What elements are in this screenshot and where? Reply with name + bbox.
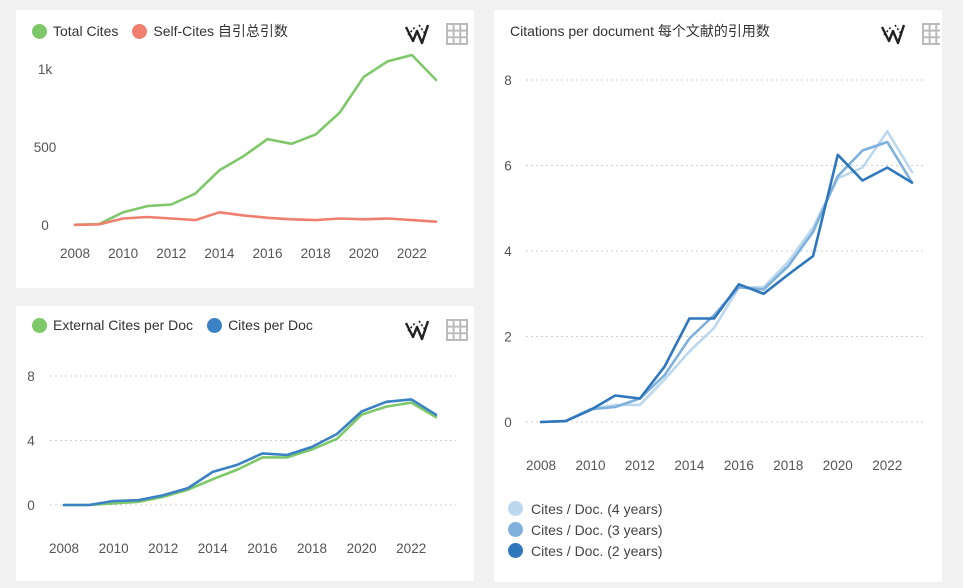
y-tick-label: 2 — [504, 330, 512, 345]
legend-label: Cites per Doc — [228, 317, 313, 333]
table-grid-icon[interactable] — [920, 21, 940, 47]
legend-item-self-cites[interactable]: Self-Cites 自引总引数 — [132, 21, 288, 41]
legend-dot — [32, 317, 47, 333]
table-grid-icon[interactable] — [444, 21, 470, 47]
x-tick-label: 2014 — [674, 458, 705, 473]
y-tick-label: 0 — [41, 218, 49, 233]
series-line-external-cites-per-doc — [62, 401, 438, 507]
legend-dot — [207, 317, 223, 333]
y-tick-label: 4 — [27, 434, 35, 449]
total-cites-panel: Total Cites Self-Cites 自引总引数 0 500 1k 2008 2… — [16, 10, 474, 288]
legend-dot — [508, 501, 523, 516]
legend-label: Cites / Doc. (2 years) — [531, 542, 663, 559]
total-cites-chart: 0 500 1k 2008 2010 2012 2014 2016 2018 2020 2022 — [34, 53, 438, 261]
y-tick-label: 1k — [38, 62, 53, 77]
cites-per-doc-panel: External Cites per Doc Cites per Doc 0 4 8… — [16, 306, 474, 581]
x-tick-label: 2008 — [60, 246, 90, 261]
legend-label: Self-Cites 自引总引数 — [153, 23, 288, 39]
x-tick-label: 2018 — [301, 246, 331, 261]
x-tick-label: 2010 — [575, 458, 605, 473]
table-grid-icon[interactable] — [444, 317, 470, 343]
y-tick-label: 8 — [504, 73, 512, 88]
y-tick-label: 6 — [504, 159, 512, 174]
x-tick-label: 2022 — [396, 541, 426, 556]
sparkline-icon[interactable] — [880, 21, 906, 47]
x-tick-label: 2020 — [347, 541, 377, 556]
legend-dot — [508, 522, 523, 537]
x-tick-label: 2016 — [724, 458, 754, 473]
y-tick-label: 8 — [27, 369, 35, 384]
legend: Cites / Doc. (4 years) Cites / Doc. (3 y… — [508, 498, 662, 561]
x-tick-label: 2018 — [297, 541, 327, 556]
legend-dot — [132, 23, 148, 39]
legend-dot — [32, 23, 47, 39]
legend-item-3-years[interactable]: Cites / Doc. (3 years) — [508, 519, 662, 540]
legend-item-4-years[interactable]: Cites / Doc. (4 years) — [508, 498, 662, 519]
series-line-total-cites — [73, 53, 438, 227]
y-tick-label: 4 — [504, 244, 512, 259]
cites-per-doc-chart: 0 4 8 2008 2010 2012 2014 2016 2018 2020 2022 — [27, 369, 456, 556]
legend-label: External Cites per Doc — [53, 317, 194, 333]
x-tick-label: 2008 — [526, 458, 556, 473]
citations-per-document-chart: 0 2 4 6 8 2008 2010 2012 2014 2016 2018 2020 2022 — [504, 73, 924, 473]
x-tick-label: 2012 — [148, 541, 178, 556]
legend-label: Total Cites — [53, 23, 119, 39]
legend-label: Cites / Doc. (3 years) — [531, 521, 663, 538]
x-tick-label: 2010 — [99, 541, 129, 556]
y-tick-label: 0 — [504, 415, 512, 430]
y-tick-label: 500 — [34, 140, 57, 155]
legend: External Cites per Doc Cites per Doc — [32, 317, 327, 333]
series-line-cites-doc-3-years — [539, 140, 914, 424]
series-line-cites-doc-2-years — [539, 153, 914, 424]
x-tick-label: 2022 — [397, 246, 427, 261]
x-tick-label: 2010 — [108, 246, 138, 261]
x-tick-label: 2012 — [156, 246, 186, 261]
series-line-cites-per-doc — [62, 398, 438, 507]
x-tick-label: 2022 — [872, 458, 902, 473]
legend-item-2-years[interactable]: Cites / Doc. (2 years) — [508, 540, 662, 561]
x-tick-label: 2016 — [253, 246, 283, 261]
sparkline-icon[interactable] — [404, 21, 430, 47]
y-tick-label: 0 — [27, 498, 35, 513]
legend-dot — [508, 543, 523, 558]
legend-item-total-cites[interactable]: Total Cites — [32, 23, 118, 39]
x-tick-label: 2014 — [198, 541, 229, 556]
series-line-self-cites — [73, 211, 438, 227]
x-tick-label: 2014 — [204, 246, 235, 261]
citations-per-document-panel: Citations per document 每个文献的引用数 0 2 4 6 8 200… — [494, 10, 942, 582]
legend-item-cites-per-doc[interactable]: Cites per Doc — [207, 317, 313, 333]
legend-item-external-cites[interactable]: External Cites per Doc — [32, 317, 193, 333]
sparkline-icon[interactable] — [404, 317, 430, 343]
x-tick-label: 2018 — [773, 458, 803, 473]
x-tick-label: 2020 — [823, 458, 853, 473]
panel-title: Citations per document 每个文献的引用数 — [510, 23, 770, 39]
x-tick-label: 2012 — [625, 458, 655, 473]
x-tick-label: 2016 — [247, 541, 277, 556]
legend-label: Cites / Doc. (4 years) — [531, 500, 663, 517]
x-tick-label: 2008 — [49, 541, 79, 556]
x-tick-label: 2020 — [349, 246, 379, 261]
legend: Total Cites Self-Cites 自引总引数 — [32, 21, 302, 41]
